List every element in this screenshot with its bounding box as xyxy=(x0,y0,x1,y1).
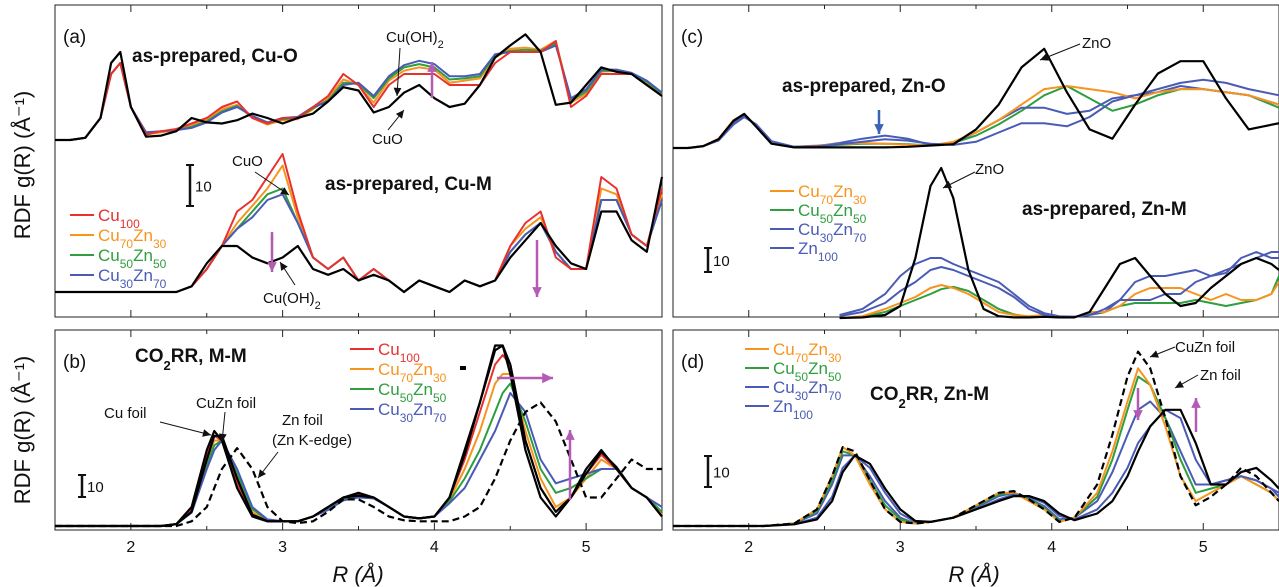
pointer-arrow xyxy=(279,261,296,286)
pointer-arrow xyxy=(257,451,279,479)
annotation-cuoh2-m: Cu(OH)2 xyxy=(263,290,321,312)
x-tick-label: 2 xyxy=(126,539,135,556)
increase-arrow xyxy=(565,430,575,500)
series-cu50zn50 xyxy=(673,85,1279,149)
legend-entry: Cu30Zn70 xyxy=(773,378,842,403)
pointer-arrow xyxy=(1174,374,1199,389)
title-cu-o: as-prepared, Cu-O xyxy=(132,46,298,67)
x-tick-label: 4 xyxy=(430,539,439,556)
scale-bar-label: 10 xyxy=(87,479,104,496)
annotation-cuzn-foil-d: CuZn foil xyxy=(1175,339,1235,356)
annotation-cuzn-foil: CuZn foil xyxy=(196,395,256,412)
pointer-arrow xyxy=(387,109,405,131)
annotation-cuo-m: CuO xyxy=(232,153,263,170)
panel-a: (a) as-prepared, Cu-O as-prepared, Cu-M Cu1… xyxy=(54,4,664,318)
panel-label: (a) xyxy=(63,27,86,48)
x-tick-label: 3 xyxy=(278,539,287,556)
increase-arrow xyxy=(1191,398,1201,432)
series-cu70zn30 xyxy=(673,85,1279,149)
legend-entry: Cu30Zn70 xyxy=(798,220,867,245)
panel-d: 2 3 4 5 (d) CO2RR, Zn-M Cu70Zn30Cu50Zn50Cu30Zn… xyxy=(672,329,1279,556)
scale-bar-label: 10 xyxy=(713,253,730,270)
annotation-cuo-a: CuO xyxy=(372,131,403,148)
series-cu30zn70 xyxy=(673,400,1279,527)
legend-entry: Cu70Zn30 xyxy=(98,226,167,251)
small-mark xyxy=(460,366,466,370)
pointer-arrow xyxy=(1039,43,1081,61)
panel-frame xyxy=(672,329,1279,531)
title-co2rr-zn-m: CO2RR, Zn-M xyxy=(870,384,989,411)
panel-c: (c) as-prepared, Zn-O as-prepared, Zn-M Cu7… xyxy=(672,4,1279,320)
series-reference xyxy=(55,176,664,294)
decrease-arrow xyxy=(1133,388,1143,420)
legend-entry: Cu50Zn50 xyxy=(98,246,167,271)
legend-entry: Cu30Zn70 xyxy=(98,266,167,291)
pointer-arrow xyxy=(254,171,290,196)
legend-entry: Cu30Zn70 xyxy=(378,400,447,425)
pointer-arrow xyxy=(393,47,402,97)
legend-entry: Cu50Zn50 xyxy=(773,359,842,384)
legend-entry: Cu70Zn30 xyxy=(773,340,842,365)
title-co2rr-m-m: CO2RR, M-M xyxy=(135,346,247,373)
series-cuzn-foil xyxy=(673,350,1279,528)
annotation-cuoh2-a: Cu(OH)2 xyxy=(386,29,444,51)
x-tick-label: 5 xyxy=(1199,539,1208,556)
series-cu-foil xyxy=(55,344,663,528)
series-zn100 xyxy=(839,251,1279,318)
panel-label: (d) xyxy=(681,352,704,373)
legend-entry: Cu50Zn50 xyxy=(378,380,447,405)
pointer-arrow xyxy=(159,421,212,437)
series-cu30zn70 xyxy=(673,85,1279,149)
legend-entry: Zn100 xyxy=(798,239,838,264)
pointer-arrow xyxy=(1149,346,1176,358)
annotation-cu-foil: Cu foil xyxy=(104,405,147,422)
panel-label: (c) xyxy=(681,27,703,48)
decrease-arrow xyxy=(267,236,277,272)
increase-arrow xyxy=(427,62,437,98)
x-tick-label: 4 xyxy=(1047,539,1056,556)
annotation-zn-foil: Zn foil xyxy=(282,412,323,429)
x-axis-label-right: R (Å) xyxy=(948,562,999,587)
panels: (a) as-prepared, Cu-O as-prepared, Cu-M Cu1… xyxy=(54,4,1279,556)
panel-b: 2 3 4 5(b) CO2RR, M-M Cu100Cu70Zn30Cu50Zn50Cu… xyxy=(54,329,663,556)
y-axis-label-top: RDF g(R) (Å⁻¹) xyxy=(10,91,35,239)
legend-entry: Cu50Zn50 xyxy=(798,201,867,226)
series-reference xyxy=(55,33,663,142)
legend-entry: Zn100 xyxy=(773,397,813,422)
decrease-arrow xyxy=(532,240,542,297)
y-axis-label-bottom: RDF g(R) (Å⁻¹) xyxy=(10,356,35,504)
series-cu30zn70 xyxy=(839,251,1279,318)
x-tick-label: 5 xyxy=(582,539,591,556)
shift-arrow xyxy=(497,372,553,384)
legend-entry: Cu70Zn30 xyxy=(798,182,867,207)
annotation-zn-k-edge: (Zn K-edge) xyxy=(272,432,352,449)
pointer-arrow xyxy=(218,411,227,443)
legend-entry: Cu100 xyxy=(98,206,140,231)
series-cu50zn50 xyxy=(839,275,1279,319)
x-tick-label: 2 xyxy=(744,539,753,556)
scale-bar-label: 10 xyxy=(195,179,212,196)
title-zn-o: as-prepared, Zn-O xyxy=(782,76,946,97)
legend-entry: Cu100 xyxy=(378,340,420,365)
series-zn-foil xyxy=(55,401,662,528)
annotation-zno-m: ZnO xyxy=(975,161,1004,178)
decrease-arrow xyxy=(874,110,884,134)
annotation-zn-foil-d: Zn foil xyxy=(1200,367,1241,384)
title-zn-m: as-prepared, Zn-M xyxy=(1022,199,1187,220)
series-reference xyxy=(839,166,1279,320)
title-cu-m: as-prepared, Cu-M xyxy=(325,174,492,195)
pointer-arrow xyxy=(942,171,976,189)
x-axis-label-left: R (Å) xyxy=(332,562,383,587)
series-reference xyxy=(673,47,1279,150)
legend-entry: Cu70Zn30 xyxy=(378,360,447,385)
x-tick-label: 3 xyxy=(896,539,905,556)
panel-label: (b) xyxy=(63,352,86,373)
scale-bar-label: 10 xyxy=(713,465,730,482)
annotation-zno-c: ZnO xyxy=(1082,35,1111,52)
